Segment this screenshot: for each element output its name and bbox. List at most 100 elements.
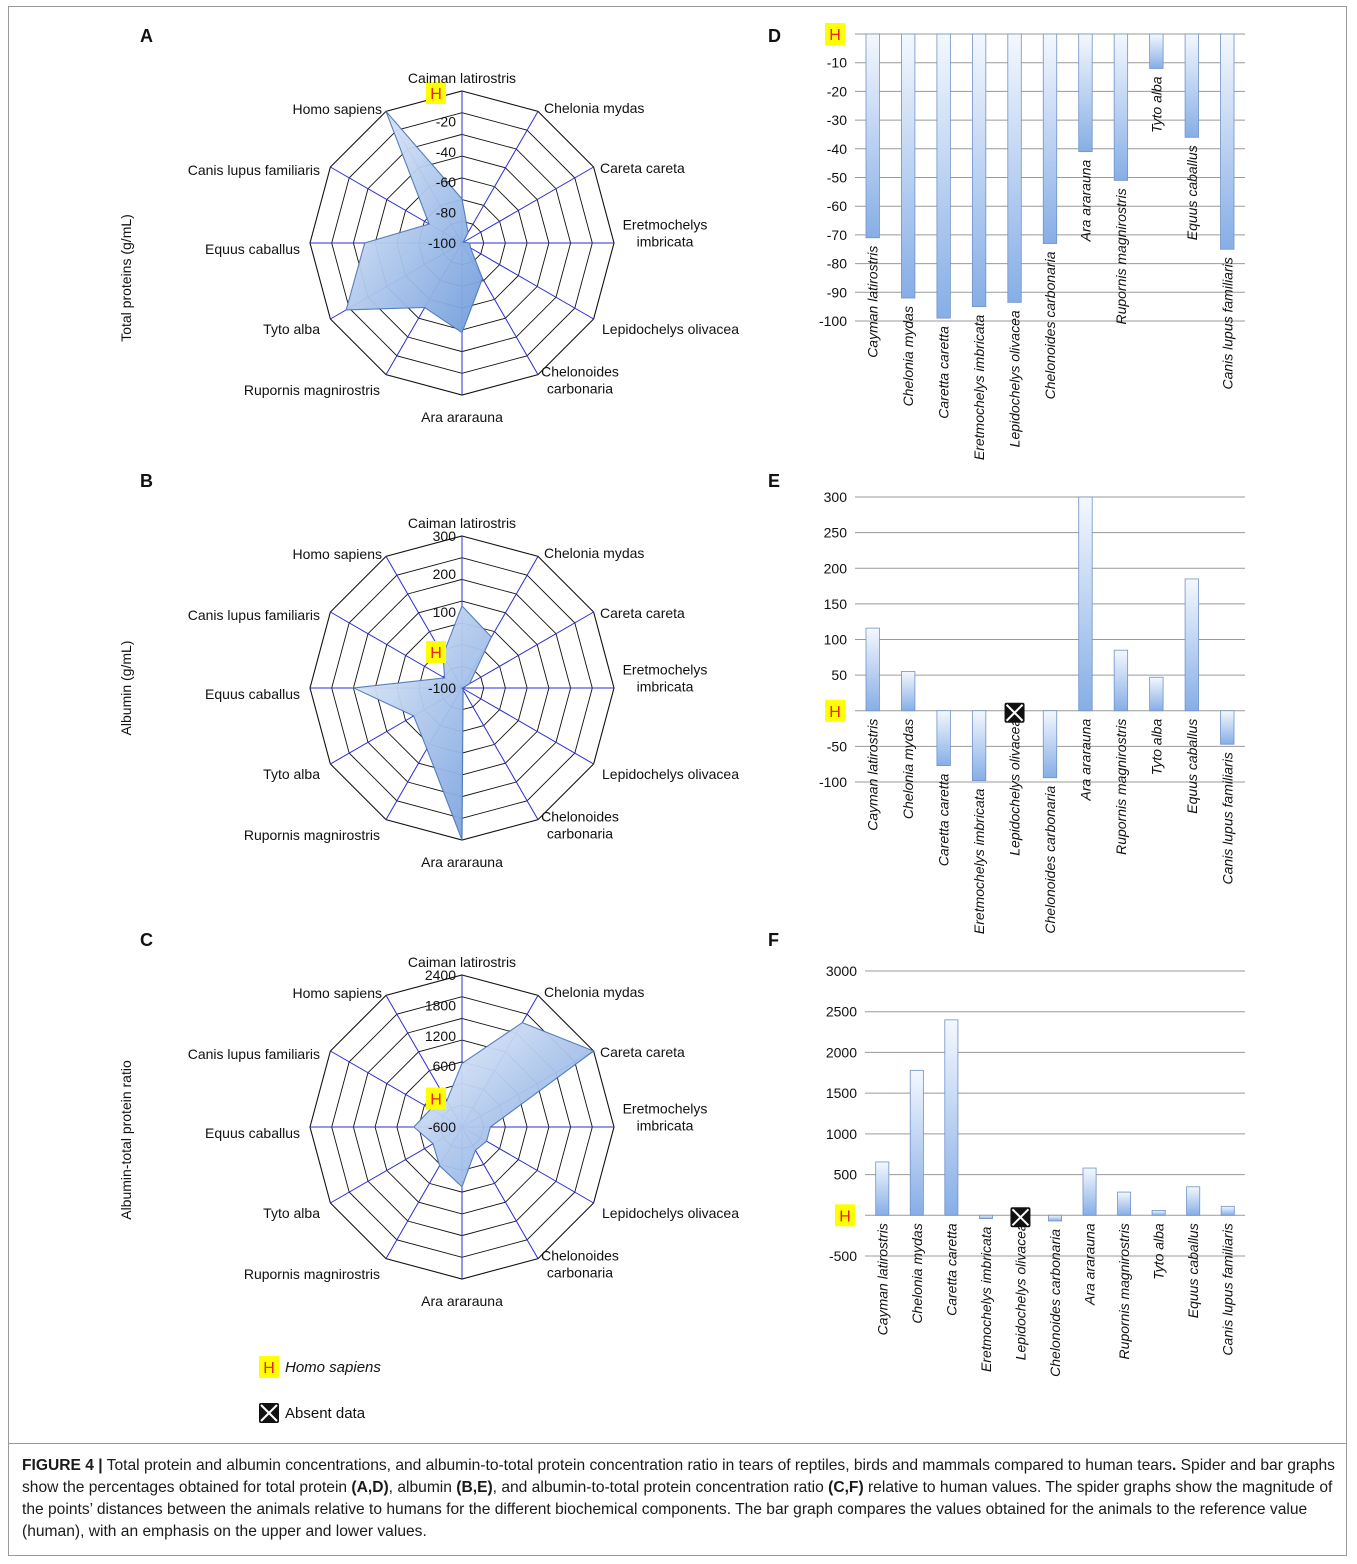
bar-tick-label: -60 bbox=[827, 198, 847, 214]
radar-tick-label: -60 bbox=[436, 174, 456, 190]
bar-chart-E: E 300 250 200 150 100 50 H -50 -100 Cayman latiros… bbox=[768, 471, 1245, 934]
radar-category-label: Caiman latirostris bbox=[408, 954, 516, 970]
radar-category-label: Equus caballus bbox=[205, 686, 300, 702]
bar-chart-D: D H -10 -20 -30 -40 -50 -60 -70 -80 -90 -100 Cayman … bbox=[768, 23, 1245, 460]
bar-tick-label: 200 bbox=[824, 560, 848, 576]
bar bbox=[1151, 1210, 1166, 1216]
radar-spoke bbox=[461, 166, 594, 244]
bar bbox=[1117, 1191, 1132, 1216]
bar-category-label: Lepidochelys olivacea bbox=[1007, 719, 1023, 856]
radar-series-area bbox=[345, 111, 484, 334]
radar-category-label: Tyto alba bbox=[263, 321, 320, 337]
bar-tick-label: 1000 bbox=[826, 1126, 857, 1142]
radar-category-label: Chelonia mydas bbox=[544, 984, 644, 1000]
bar-tick-label: -80 bbox=[827, 256, 847, 272]
radar-tick-label: -80 bbox=[436, 205, 456, 221]
bar-h-tick: H bbox=[825, 699, 845, 722]
bar-tick-label: -100 bbox=[819, 313, 847, 329]
radar-tick-label: 600 bbox=[433, 1058, 457, 1074]
bar-tick-label: 250 bbox=[824, 525, 848, 541]
bar-tick-label: -90 bbox=[827, 284, 847, 300]
caption-segment: , and albumin-to-total protein concentra… bbox=[492, 1479, 829, 1496]
radar-tick-label: 1800 bbox=[425, 997, 456, 1013]
radar-category-label: Homo sapiens bbox=[293, 546, 383, 562]
radar-category-label: carbonaria bbox=[547, 826, 613, 842]
bar-category-label: Ara ararauna bbox=[1077, 719, 1093, 802]
bar bbox=[1186, 1186, 1201, 1216]
h-marker-bg bbox=[825, 699, 845, 722]
radar-spoke bbox=[461, 687, 539, 820]
bar bbox=[901, 33, 916, 299]
bar-tick-label: 100 bbox=[824, 632, 848, 648]
radar-category-label: Tyto alba bbox=[263, 1205, 320, 1221]
radar-axis-label: Albumin-total protein ratio bbox=[118, 1060, 134, 1220]
radar-category-label: imbricata bbox=[637, 1118, 694, 1134]
bar-category-label: Eretmochelys imbricata bbox=[978, 1226, 994, 1372]
radar-category-label: Equus caballus bbox=[205, 1125, 300, 1141]
bar-tick-label: -30 bbox=[827, 112, 847, 128]
bar bbox=[936, 33, 951, 319]
radar-h-tick: H bbox=[426, 1087, 446, 1110]
bar-category-label: Lepidochelys olivacea bbox=[1007, 310, 1023, 447]
radar-category-label: Chelonia mydas bbox=[544, 545, 644, 561]
h-marker-bg bbox=[835, 1204, 855, 1227]
radar-chart-C: C Albumin-total protein ratio -600 H 600 1200… bbox=[118, 930, 739, 1309]
bar-category-label: Ara ararauna bbox=[1082, 1223, 1098, 1306]
bar bbox=[1078, 33, 1093, 153]
panel-label-B: B bbox=[140, 471, 153, 491]
radar-axis-label: Total proteins (g/mL) bbox=[118, 214, 134, 342]
radar-category-label: Careta careta bbox=[600, 160, 685, 176]
h-marker-bg bbox=[426, 82, 446, 104]
bar-tick-label: -50 bbox=[827, 170, 847, 186]
caption-segment: Total protein and albumin concentrations… bbox=[102, 1457, 1172, 1474]
bar-category-label: Cayman latirostris bbox=[874, 1223, 890, 1335]
bar bbox=[1078, 496, 1093, 712]
radar-h-tick: H bbox=[426, 641, 446, 663]
absent-data-icon bbox=[1010, 1207, 1031, 1228]
bar-category-label: Caretta caretta bbox=[943, 1223, 959, 1316]
bar-category-label: Rupornis magnirostris bbox=[1113, 188, 1129, 324]
caption-segment: relative to human values. The spider gra… bbox=[22, 1479, 1333, 1540]
bar bbox=[865, 33, 880, 239]
radar-category-label: carbonaria bbox=[547, 1265, 613, 1281]
radar-category-label: Rupornis magnirostris bbox=[244, 1266, 380, 1282]
bar-category-label: Ara ararauna bbox=[1077, 159, 1093, 242]
bar-category-label: Cayman latirostris bbox=[865, 719, 881, 831]
bar-category-label: Caretta caretta bbox=[936, 326, 952, 419]
radar-h-tick: H bbox=[426, 82, 446, 104]
bar bbox=[865, 627, 880, 712]
bar bbox=[1149, 676, 1164, 712]
radar-spoke bbox=[330, 611, 463, 689]
h-marker-bg bbox=[426, 641, 446, 663]
panel-label-E: E bbox=[768, 471, 780, 491]
caption-segment: , albumin bbox=[388, 1479, 457, 1496]
panel-label-F: F bbox=[768, 930, 779, 950]
caption-segment: (A,D) bbox=[351, 1479, 389, 1496]
absent-data-icon bbox=[259, 1403, 279, 1423]
h-marker-text: H bbox=[263, 1360, 275, 1377]
bar-category-label: Chelonoides carbonaria bbox=[1047, 1229, 1063, 1377]
absent-cross-b bbox=[1005, 704, 1024, 722]
radar-tick-label: 300 bbox=[433, 528, 457, 544]
radar-tick-label: 200 bbox=[433, 566, 457, 582]
caption-segment: (B,E) bbox=[456, 1479, 493, 1496]
caption-figure-label: FIGURE 4 | bbox=[22, 1457, 103, 1474]
radar-category-label: Caiman latirostris bbox=[408, 70, 516, 86]
radar-spoke bbox=[461, 242, 594, 320]
radar-tick-label: 1200 bbox=[425, 1028, 456, 1044]
bar-category-label: Rupornis magnirostris bbox=[1113, 719, 1129, 855]
bar-tick-label: -70 bbox=[827, 227, 847, 243]
bar-category-label: Caretta caretta bbox=[936, 773, 952, 866]
bar-tick-label: -50 bbox=[827, 738, 847, 754]
bar-category-label: Canis lupus familiaris bbox=[1219, 257, 1235, 389]
radar-tick-label: 100 bbox=[433, 604, 457, 620]
panel-label-C: C bbox=[140, 930, 153, 950]
figure-frame bbox=[8, 6, 1347, 1556]
radar-category-label: Chelonoides bbox=[541, 809, 619, 825]
radar-category-label: Rupornis magnirostris bbox=[244, 382, 380, 398]
h-marker-bg bbox=[426, 1087, 446, 1110]
radar-category-label: Homo sapiens bbox=[293, 985, 383, 1001]
h-marker-text: H bbox=[430, 1092, 442, 1109]
